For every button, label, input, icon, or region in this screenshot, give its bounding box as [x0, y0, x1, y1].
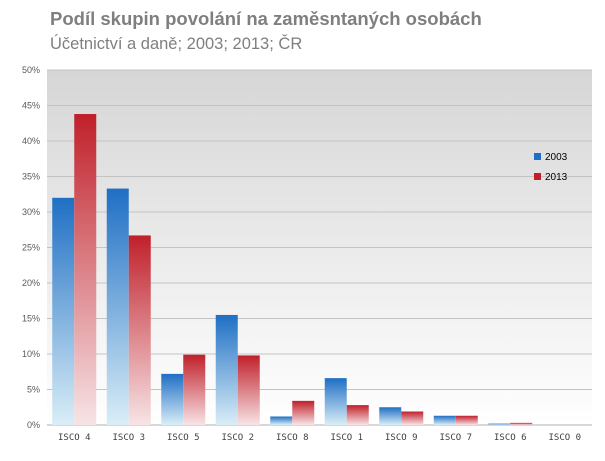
y-tick-label: 0% — [27, 420, 40, 430]
bar-2003-isco-7 — [433, 415, 456, 425]
x-tick-label: ISCO 0 — [548, 433, 581, 443]
y-tick-label: 35% — [22, 172, 40, 182]
y-tick-label: 45% — [22, 101, 40, 111]
chart-title: Podíl skupin povolání na zaměsntaných os… — [50, 8, 482, 29]
gridlines — [47, 69, 592, 426]
y-tick-label: 15% — [22, 314, 40, 324]
bar-2003-isco-3 — [106, 188, 129, 425]
bars — [52, 114, 533, 426]
bar-2003-isco-8 — [270, 416, 293, 425]
legend: 2003 2013 — [534, 152, 568, 183]
bar-2003-isco-9 — [379, 407, 402, 425]
legend-label: 2003 — [545, 152, 568, 163]
y-tick-label: 5% — [27, 385, 40, 395]
x-tick-label: ISCO 3 — [112, 433, 145, 443]
bar-2003-isco-5 — [161, 373, 184, 425]
bar-2013-isco-1 — [346, 405, 369, 425]
y-tick-label: 10% — [22, 349, 40, 359]
x-tick-label: ISCO 7 — [439, 433, 472, 443]
bar-2013-isco-9 — [401, 411, 424, 425]
x-tick-label: ISCO 8 — [276, 433, 309, 443]
bar-2003-isco-6 — [488, 423, 511, 425]
bar-2013-isco-4 — [74, 114, 97, 426]
bar-2013-isco-5 — [183, 354, 206, 425]
legend-swatch-2003 — [534, 153, 541, 160]
bar-2013-isco-7 — [455, 415, 478, 425]
y-axis: 0% 5% 10% 15% 20% 25% 30% 35% 40% 45% 50% — [22, 65, 40, 430]
x-tick-label: ISCO 1 — [330, 433, 363, 443]
y-tick-label: 20% — [22, 278, 40, 288]
bar-2013-isco-2 — [237, 355, 260, 425]
x-tick-label: ISCO 2 — [221, 433, 254, 443]
y-tick-label: 25% — [22, 243, 40, 253]
legend-label: 2013 — [545, 172, 568, 183]
x-tick-label: ISCO 5 — [167, 433, 200, 443]
y-tick-label: 30% — [22, 207, 40, 217]
bar-2013-isco-3 — [128, 235, 151, 425]
bar-2003-isco-2 — [215, 314, 238, 425]
bar-2003-isco-1 — [324, 378, 347, 425]
chart-subtitle: Účetnictví a daně; 2003; 2013; ČR — [50, 35, 303, 53]
x-axis: ISCO 4 ISCO 3 ISCO 5 ISCO 2 ISCO 8 ISCO 1 ISCO… — [58, 433, 581, 443]
x-tick-label: ISCO 6 — [494, 433, 527, 443]
legend-swatch-2013 — [534, 173, 541, 180]
y-tick-label: 50% — [22, 65, 40, 75]
bar-2003-isco-4 — [52, 197, 75, 425]
bar-2013-isco-6 — [510, 422, 533, 425]
x-tick-label: ISCO 4 — [58, 433, 91, 443]
bar-2013-isco-8 — [292, 400, 315, 425]
x-tick-label: ISCO 9 — [385, 433, 418, 443]
y-tick-label: 40% — [22, 136, 40, 146]
